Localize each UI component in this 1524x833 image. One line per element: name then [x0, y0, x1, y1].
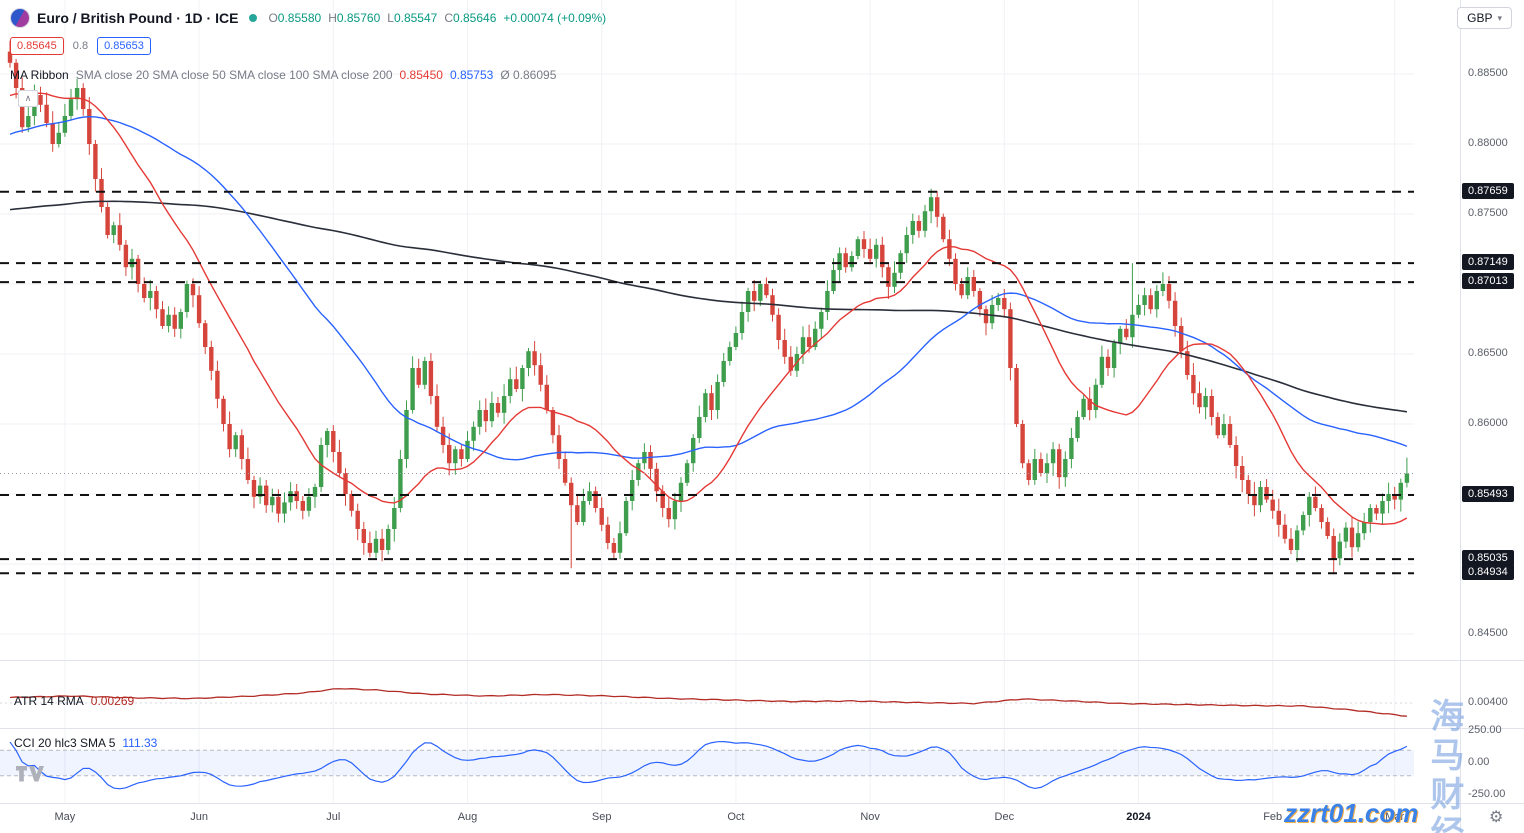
price-alert-badge-blue[interactable]: 0.85653 [97, 37, 151, 55]
time-axis-label: 2024 [1126, 811, 1151, 823]
price-axis-label: 0.87500 [1468, 207, 1508, 219]
currency-label: GBP [1467, 11, 1493, 25]
time-axis-label: Aug [457, 811, 478, 823]
time-axis-label: Mar [1385, 811, 1405, 823]
close-value: 0.85646 [453, 11, 497, 25]
legend-row-symbol: Euro / British Pound · 1D · ICE O0.85580… [10, 8, 606, 28]
ohlc-readout: O0.85580 H0.85760 L0.85547 C0.85646 +0.0… [268, 11, 606, 25]
symbol-logo-icon [10, 8, 30, 28]
price-level-badge: 0.87013 [1462, 273, 1514, 290]
ma-ribbon-value-avg: Ø 0.86095 [500, 68, 557, 82]
high-value: 0.85760 [336, 11, 381, 25]
time-axis-label: Dec [994, 811, 1015, 823]
cci-pane-legend: CCI 20 hlc3 SMA 5 111.33 [14, 736, 157, 750]
price-level-badge: 0.87659 [1462, 182, 1514, 199]
watermark-chinese: 海马财经 [1425, 698, 1463, 833]
legend-row-price-labels: 0.85645 0.8 0.85653 [10, 37, 151, 55]
ma-ribbon-title[interactable]: MA Ribbon [10, 68, 69, 82]
tradingview-logo[interactable] [14, 763, 46, 790]
gear-glyph: ⚙ [1489, 809, 1504, 826]
atr-value: 0.00269 [90, 694, 135, 708]
price-axis-label: 0.86000 [1468, 417, 1508, 429]
cci-title[interactable]: CCI 20 hlc3 SMA 5 [14, 736, 116, 750]
price-level-badge: 0.85493 [1462, 485, 1514, 502]
price-axis-label: 0.84500 [1468, 627, 1508, 639]
atr-title[interactable]: ATR 14 RMA [14, 694, 84, 708]
chevron-down-icon: ▾ [1497, 12, 1502, 23]
low-label: L [387, 11, 394, 25]
open-value: 0.85580 [277, 11, 322, 25]
ma-ribbon-value-mid: 0.85753 [449, 68, 494, 82]
cci-axis-label: -250.00 [1468, 788, 1506, 800]
price-axis-label: 0.88500 [1468, 67, 1508, 79]
time-axis-label: Jul [326, 811, 341, 823]
currency-select-button[interactable]: GBP ▾ [1457, 7, 1512, 29]
cci-axis-label: 250.00 [1468, 724, 1502, 736]
price-level-badge: 0.85035 [1462, 550, 1514, 567]
chevron-up-icon: ∧ [24, 93, 32, 103]
symbol-title[interactable]: Euro / British Pound · 1D · ICE [37, 10, 239, 26]
time-axis-label: Jun [190, 811, 208, 823]
legend-row-ma-ribbon: MA Ribbon SMA close 20 SMA close 50 SMA … [10, 68, 556, 82]
time-axis-label: May [54, 811, 76, 823]
cci-value: 111.33 [122, 736, 158, 750]
close-label: C [444, 11, 453, 25]
ma-ribbon-params: SMA close 20 SMA close 50 SMA close 100 … [75, 68, 393, 82]
atr-pane-legend: ATR 14 RMA 0.00269 [14, 694, 134, 708]
legend-collapse-button[interactable]: ∧ [18, 90, 38, 107]
time-axis-label: Feb [1263, 811, 1283, 823]
time-axis-label: Sep [591, 811, 612, 823]
cci-axis-label: 0.00 [1468, 756, 1490, 768]
settings-gear-icon[interactable]: ⚙ [1489, 807, 1503, 827]
low-value: 0.85547 [393, 11, 438, 25]
price-level-badge: 0.84934 [1462, 564, 1514, 581]
atr-axis-label: 0.00400 [1468, 696, 1508, 708]
open-label: O [268, 11, 278, 25]
price-level-badge: 0.87149 [1462, 254, 1514, 271]
time-axis-label: Nov [860, 811, 880, 823]
market-status-icon [249, 14, 258, 22]
price-axis-label: 0.88000 [1468, 137, 1508, 149]
price-label-partial: 0.8 [72, 40, 89, 52]
high-label: H [328, 11, 337, 25]
change-value: +0.00074 (+0.09%) [503, 11, 607, 25]
watermark-url: zzrt01.com [1284, 798, 1419, 828]
price-alert-badge-red[interactable]: 0.85645 [10, 37, 64, 55]
price-axis-label: 0.86500 [1468, 347, 1508, 359]
ma-ribbon-value-fast: 0.85450 [399, 68, 443, 82]
time-axis-label: Oct [727, 811, 745, 823]
